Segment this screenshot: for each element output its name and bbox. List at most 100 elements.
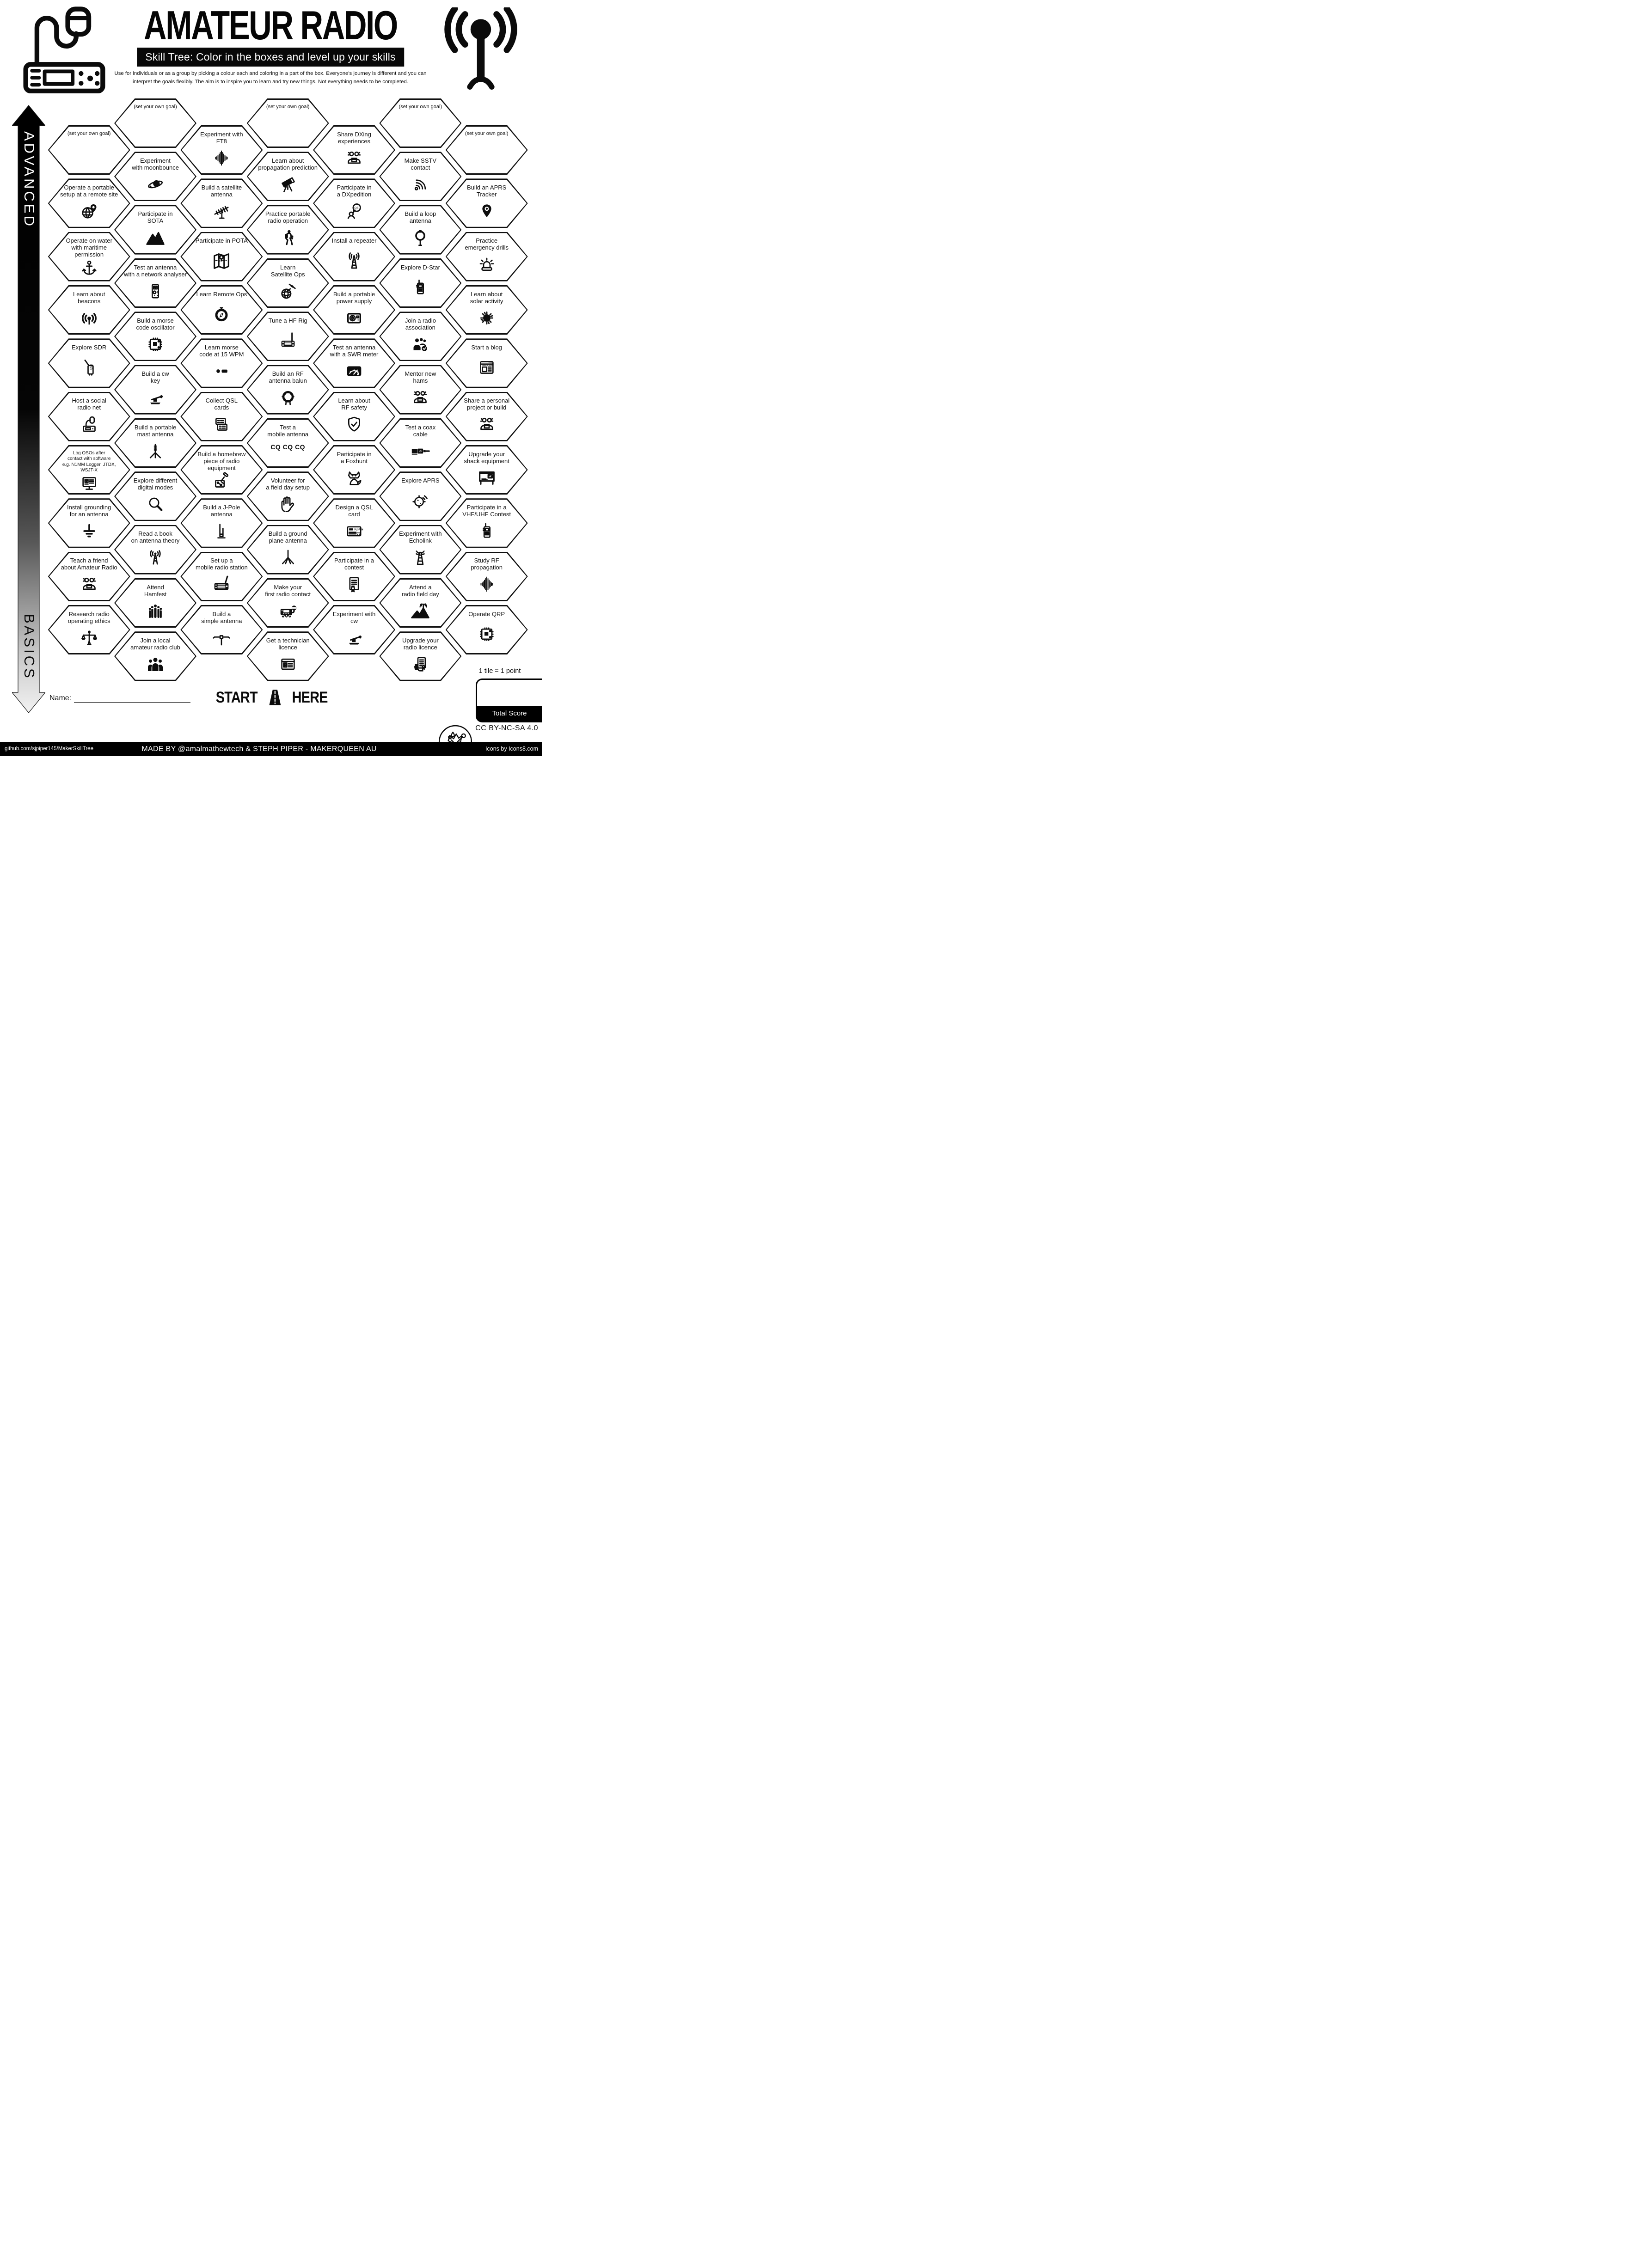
hex-cell[interactable]: Research radio operating ethics (48, 605, 130, 654)
footer-icons-credit[interactable]: Icons by Icons8.com (485, 746, 538, 752)
hex-cell[interactable]: Experiment with cw (313, 605, 396, 654)
hex-cell[interactable]: Build a ground plane antenna (246, 525, 329, 575)
hex-cell[interactable]: Learn Remote Ops (180, 285, 263, 335)
hex-cell[interactable]: Participate in a DXpedition (313, 178, 396, 228)
hex-cell[interactable]: Test an antenna with a SWR meter (313, 338, 396, 388)
hex-cell[interactable]: Participate in SOTA (114, 205, 197, 255)
level-axis-arrow (12, 105, 45, 713)
hex-cell[interactable]: Learn about solar activity (445, 285, 528, 335)
hex-cell[interactable]: Participate in a VHF/UHF Contest (445, 498, 528, 548)
hex-cell[interactable]: Share a personal project or build (445, 391, 528, 441)
hex-cell[interactable]: (set your own goal) (445, 125, 528, 175)
hex-cell[interactable]: Practice portable radio operation (246, 205, 329, 255)
hex-cell[interactable]: Operate QRP (445, 605, 528, 654)
map-icon (211, 245, 232, 277)
hex-cell[interactable]: (set your own goal) (379, 98, 462, 148)
hex-cell[interactable]: Build an RF antenna balun (246, 365, 329, 415)
name-input-line[interactable] (74, 694, 191, 703)
hex-cell[interactable]: Attend a radio field day (379, 578, 462, 628)
hex-label: Set up a mobile radio station (195, 557, 248, 571)
hex-cell[interactable]: (set your own goal) (48, 125, 130, 175)
hex-label: Test an antenna with a SWR meter (330, 343, 379, 358)
hex-cell[interactable]: Set up a mobile radio station (180, 551, 263, 601)
hex-cell[interactable]: Explore SDR (48, 338, 130, 388)
hex-cell[interactable]: Learn Satellite Ops (246, 258, 329, 308)
anchor-icon (80, 258, 98, 277)
hex-cell[interactable]: Make your first radio contact (246, 578, 329, 628)
hex-cell[interactable]: Join a radio association (379, 312, 462, 361)
hex-label: Start a blog (471, 343, 502, 351)
id-card-icon (279, 651, 297, 677)
hex-label: Join a local amateur radio club (130, 636, 180, 651)
hex-cell[interactable]: (set your own goal) (114, 98, 197, 148)
hex-cell[interactable]: Teach a friend about Amateur Radio (48, 551, 130, 601)
hex-cell[interactable]: Operate on water with maritime permissio… (48, 232, 130, 281)
hex-cell[interactable]: Build a homebrew piece of radio equipmen… (180, 445, 263, 495)
hex-cell[interactable]: Explore APRS (379, 471, 462, 521)
hex-label: Participate in a VHF/UHF Contest (462, 503, 511, 518)
hex-cell[interactable]: Attend Hamfest (114, 578, 197, 628)
hex-label: Build a ground plane antenna (268, 530, 307, 544)
hex-label: Experiment with FT8 (200, 130, 243, 145)
hex-cell[interactable]: Tune a HF Rig (246, 312, 329, 361)
hex-cell[interactable]: Read a book on antenna theory (114, 525, 197, 575)
hex-cell[interactable]: Learn about propagation prediction (246, 152, 329, 202)
people-laptop-icon (478, 411, 496, 437)
hex-cell[interactable]: Collect QSL cards (180, 391, 263, 441)
start-label: START (215, 688, 258, 706)
total-score-box[interactable]: Total Score (476, 679, 542, 722)
hex-label: Operate on water with maritime permissio… (66, 237, 112, 258)
tile-point-note: 1 tile = 1 point (478, 667, 521, 675)
hex-label: (set your own goal) (465, 130, 509, 136)
hex-cell[interactable]: Learn about RF safety (313, 391, 396, 441)
hex-cell[interactable]: Test a coax cable (379, 418, 462, 468)
moon-icon (146, 171, 165, 197)
hex-cell[interactable]: Experiment with Echolink (379, 525, 462, 575)
hex-cell[interactable]: Participate in a Foxhunt (313, 445, 396, 495)
hex-cell[interactable]: Experiment with moonbounce (114, 152, 197, 202)
hex-cell[interactable]: Practice emergency drills (445, 232, 528, 281)
hex-cell[interactable]: Experiment with FT8 (180, 125, 263, 175)
hex-cell[interactable]: Build a cw key (114, 365, 197, 415)
hex-cell[interactable]: Build a loop antenna (379, 205, 462, 255)
compass-icon (212, 298, 231, 331)
hex-cell[interactable]: Explore D-Star (379, 258, 462, 308)
hex-cell[interactable]: Design a QSL card (313, 498, 396, 548)
hex-cell[interactable]: Build a simple antenna (180, 605, 263, 654)
hex-cell[interactable]: Operate a portable setup at a remote sit… (48, 178, 130, 228)
hex-cell[interactable]: Build a portable power supply (313, 285, 396, 335)
hex-cell[interactable]: Build a J-Pole antenna (180, 498, 263, 548)
hex-cell[interactable]: Make SSTV contact (379, 152, 462, 202)
gplane-icon (279, 544, 297, 570)
hex-cell[interactable]: Share DXing experiences (313, 125, 396, 175)
hex-cell[interactable]: Upgrade your shack equipment (445, 445, 528, 495)
pin-icon (478, 198, 496, 224)
hex-cell[interactable]: Build a portable mast antenna (114, 418, 197, 468)
hex-cell[interactable]: Install grounding for an antenna (48, 498, 130, 548)
hex-cell[interactable]: Learn about beacons (48, 285, 130, 335)
hex-cell[interactable]: Host a social radio net (48, 391, 130, 441)
radio-mic-icon (277, 598, 299, 624)
hex-cell[interactable]: Test an antenna with a network analyser (114, 258, 197, 308)
hex-cell[interactable]: Get a technician licence (246, 631, 329, 681)
hex-cell[interactable]: Study RF propagation (445, 551, 528, 601)
hex-cell[interactable]: Explore different digital modes (114, 471, 197, 521)
hex-cell[interactable]: Upgrade your radio licence (379, 631, 462, 681)
hex-cell[interactable]: (set your own goal) (246, 98, 329, 148)
hex-cell[interactable]: Participate in a contest (313, 551, 396, 601)
hex-cell[interactable]: Volunteer for a field day setup (246, 471, 329, 521)
hex-cell[interactable]: Log QSOs after contact with software e.g… (48, 445, 130, 495)
hex-cell[interactable]: Install a repeater (313, 232, 396, 281)
hex-cell[interactable]: Build an APRS Tracker (445, 178, 528, 228)
footer-repo-link[interactable]: github.com/sjpiper145/MakerSkillTree (5, 746, 93, 752)
hex-cell[interactable]: Learn morse code at 15 WPM (180, 338, 263, 388)
hex-cell[interactable]: Mentor new hams (379, 365, 462, 415)
hex-cell[interactable]: Build a satellite antenna (180, 178, 263, 228)
hex-label: Join a radio association (405, 317, 436, 331)
hex-cell[interactable]: Start a blog (445, 338, 528, 388)
hex-label: Read a book on antenna theory (131, 530, 180, 544)
hex-cell[interactable]: Build a morse code oscillator (114, 312, 197, 361)
hex-cell[interactable]: Join a local amateur radio club (114, 631, 197, 681)
hex-cell[interactable]: Participate in POTA (180, 232, 263, 281)
hex-cell[interactable]: Test a mobile antenna CQ CQ CQ (246, 418, 329, 468)
